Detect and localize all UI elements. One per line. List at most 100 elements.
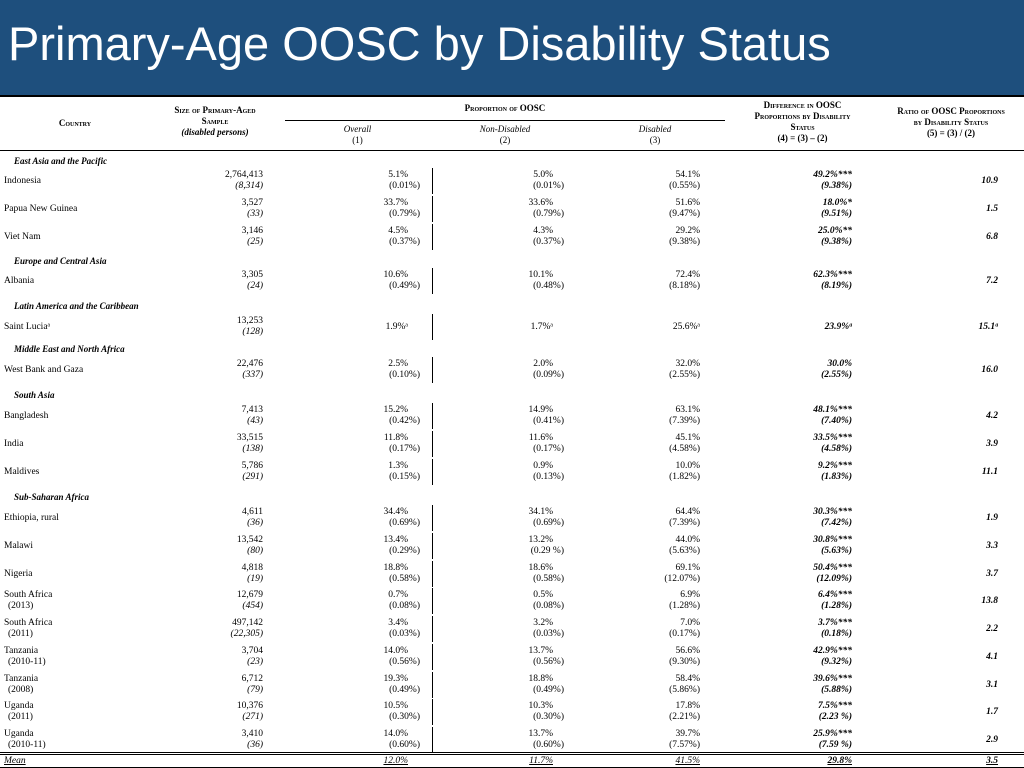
header-top-rule <box>0 95 1024 97</box>
disabled-count: (33) <box>247 209 263 219</box>
nondisabled-value: 3.2% <box>533 618 553 628</box>
nondisabled-value: 2.0% <box>533 359 553 369</box>
difference-value: 9.2%*** <box>817 461 852 471</box>
header-ratio-line2: by Disability Status <box>913 117 989 127</box>
disabled-se: (8.18%) <box>669 281 700 291</box>
header-bottom-rule <box>0 150 1024 151</box>
sample-size: 7,413 <box>241 405 263 415</box>
mean-top-rule-2 <box>0 754 1024 755</box>
sample-size: 4,818 <box>241 563 263 573</box>
overall-value: 34.4% <box>383 507 408 517</box>
disabled-value: 56.6% <box>675 646 700 656</box>
overall-separator <box>432 314 433 340</box>
overall-separator <box>432 268 433 294</box>
nondisabled-value: 33.6% <box>528 198 553 208</box>
header-proportion-rule <box>285 120 725 121</box>
difference-value: 23.9%ᵃ <box>824 322 852 332</box>
ratio-value: 4.1 <box>986 652 998 662</box>
overall-se: (0.15%) <box>389 472 420 482</box>
nondisabled-value: 13.7% <box>528 646 553 656</box>
overall-value: 3.4% <box>388 618 408 628</box>
disabled-value: 69.1% <box>675 563 700 573</box>
overall-separator <box>432 533 433 559</box>
country-name: Nigeria <box>4 569 33 579</box>
disabled-value: 45.1% <box>675 433 700 443</box>
header-disabled-label: Disabled <box>638 124 672 134</box>
nondisabled-value: 10.3% <box>528 701 553 711</box>
disabled-count: (80) <box>247 546 263 556</box>
disabled-value: 64.4% <box>675 507 700 517</box>
nondisabled-value: 4.3% <box>533 226 553 236</box>
overall-value: 2.5% <box>388 359 408 369</box>
disabled-se: (1.82%) <box>669 472 700 482</box>
difference-value: 49.2%*** <box>813 170 852 180</box>
difference-value: 50.4%*** <box>813 563 852 573</box>
overall-value: 13.4% <box>383 535 408 545</box>
ratio-value: 11.1 <box>981 467 998 477</box>
overall-se: (0.49%) <box>389 281 420 291</box>
nondisabled-se: (0.41%) <box>533 416 564 426</box>
country-name: Ethiopia, rural <box>4 513 59 523</box>
difference-se: (1.83%) <box>821 472 852 482</box>
difference-se: (9.51%) <box>821 209 852 219</box>
overall-value: 15.2% <box>383 405 408 415</box>
ratio-value: 1.9 <box>986 513 998 523</box>
sample-size: 3,527 <box>241 198 263 208</box>
overall-separator <box>432 168 433 194</box>
difference-se: (8.19%) <box>821 281 852 291</box>
mean-overall: 12.0% <box>383 756 408 766</box>
disabled-value: 72.4% <box>675 270 700 280</box>
disabled-se: (7.39%) <box>669 518 700 528</box>
nondisabled-value: 34.1% <box>528 507 553 517</box>
difference-value: 30.3%*** <box>813 507 852 517</box>
overall-separator <box>432 505 433 531</box>
disabled-count: (19) <box>247 574 263 584</box>
header-disabled: Disabled (3) <box>595 124 715 146</box>
overall-se: (0.79%) <box>389 209 420 219</box>
country-year: (2013) <box>8 601 34 611</box>
disabled-count: (36) <box>247 740 263 750</box>
disabled-se: (2.55%) <box>669 370 700 380</box>
overall-se: (0.56%) <box>389 657 420 667</box>
disabled-se: (9.30%) <box>669 657 700 667</box>
overall-value: 10.5% <box>383 701 408 711</box>
slide-title: Primary-Age OOSC by Disability Status <box>8 17 831 70</box>
difference-value: 42.9%*** <box>813 646 852 656</box>
nondisabled-se: (0.49%) <box>533 685 564 695</box>
country-name: India <box>4 439 24 449</box>
nondisabled-se: (0.17%) <box>533 444 564 454</box>
sample-size: 2,764,413 <box>225 170 263 180</box>
disabled-se: (9.38%) <box>669 237 700 247</box>
disabled-count: (24) <box>247 281 263 291</box>
nondisabled-se: (0.48%) <box>533 281 564 291</box>
region-heading: South Asia <box>14 390 55 400</box>
header-sample-line3: (disabled persons) <box>181 127 249 137</box>
overall-se: (0.10%) <box>389 370 420 380</box>
nondisabled-value: 1.7%ᵃ <box>530 322 553 332</box>
country-name: Maldives <box>4 467 40 477</box>
sample-size: 10,376 <box>236 701 263 711</box>
country-name: Uganda <box>4 729 34 739</box>
ratio-value: 2.2 <box>986 624 998 634</box>
overall-value: 1.9%ᵃ <box>385 322 408 332</box>
ratio-value: 3.1 <box>986 680 998 690</box>
difference-se: (12.09%) <box>816 574 852 584</box>
ratio-value: 3.7 <box>986 569 998 579</box>
nondisabled-se: (0.13%) <box>533 472 564 482</box>
header-sample: Size of Primary-Aged Sample (disabled pe… <box>150 105 280 138</box>
overall-value: 33.7% <box>383 198 408 208</box>
disabled-value: 17.8% <box>675 701 700 711</box>
overall-separator <box>432 644 433 670</box>
header-nondisabled-num: (2) <box>499 135 511 145</box>
disabled-se: (7.57%) <box>669 740 700 750</box>
nondisabled-se: (0.08%) <box>533 601 564 611</box>
nondisabled-value: 18.6% <box>528 563 553 573</box>
overall-value: 14.0% <box>383 646 408 656</box>
header-nondisabled: Non-Disabled (2) <box>440 124 570 146</box>
sample-size: 3,410 <box>241 729 263 739</box>
overall-value: 1.3% <box>388 461 408 471</box>
difference-value: 62.3%*** <box>813 270 852 280</box>
country-year: (2010-11) <box>8 657 46 667</box>
disabled-se: (12.07%) <box>664 574 700 584</box>
header-diff-line4: (4) = (3) – (2) <box>777 133 828 143</box>
